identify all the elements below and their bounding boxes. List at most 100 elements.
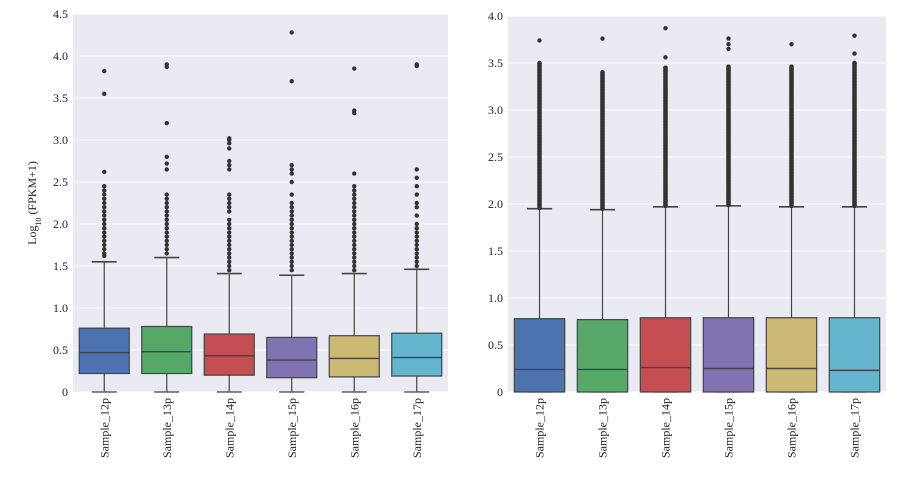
outlier-point [289,213,294,218]
x-tick-label: Sample_14p [659,398,673,458]
outlier-point [227,158,232,164]
outlier-point [537,82,542,88]
outlier-point [227,242,232,248]
outlier-point [164,192,169,197]
outlier-point [789,112,794,118]
outlier-point [537,142,542,148]
outlier-point [102,205,107,210]
outlier-point [352,108,357,113]
outlier-point [414,175,419,180]
outlier-point [289,205,294,210]
outlier-point [852,98,857,103]
y-tick-label: 3.5 [53,91,68,105]
outlier-point [789,182,794,187]
outlier-point [789,97,794,103]
box-Sample_16p [765,42,818,393]
y-tick-label: 1.5 [488,244,503,258]
outlier-point [852,194,857,199]
outlier-point [852,153,857,159]
outlier-point [789,88,794,94]
outlier-point [102,234,107,239]
x-tick-label: Sample_15p [722,398,736,458]
outlier-point [164,226,169,231]
x-tick-label: Sample_12p [533,398,547,458]
outlier-point [289,217,294,222]
outlier-point [789,203,794,209]
outlier-point [852,67,857,72]
outlier-point [289,268,294,273]
outlier-point [537,189,542,195]
outlier-point [789,42,794,47]
outlier-point [227,259,232,264]
outlier-point [537,108,542,113]
outlier-point [852,60,857,66]
outlier-point [289,247,294,252]
outlier-point [852,101,857,106]
outlier-point [852,188,857,193]
outlier-point [537,196,542,201]
outlier-point [352,209,357,214]
outlier-point [852,73,857,78]
outlier-point [537,101,542,107]
y-tick-label: 2.0 [53,217,68,231]
outlier-point [852,94,857,100]
outlier-point [537,205,542,210]
outlier-point [289,230,294,235]
outlier-point [227,205,232,210]
outlier-point [414,259,419,264]
outlier-point [537,152,542,157]
outlier-point [663,65,668,70]
iqr-box [765,317,818,393]
y-tick-label: 1.0 [488,291,503,305]
outlier-point [227,226,232,231]
outlier-point [227,192,232,197]
outlier-point [852,113,857,119]
outlier-point [537,139,542,144]
outlier-point [352,221,357,227]
outlier-point [164,238,169,243]
outlier-point [414,62,419,67]
outlier-point [852,197,857,202]
outlier-point [600,36,605,41]
outlier-point [852,116,857,122]
box-Sample_14p [203,136,255,393]
iqr-box [639,317,692,393]
outlier-point [537,167,542,173]
outlier-point [789,79,794,85]
outlier-point [227,221,232,227]
outlier-point [289,251,294,256]
iqr-box [828,317,881,393]
outlier-point [852,76,857,81]
outlier-point [852,82,857,87]
outlier-point [414,247,419,252]
outlier-point [537,60,542,66]
outlier-point [414,205,419,210]
outlier-point [789,194,794,200]
outlier-point [537,202,542,207]
outlier-point [352,263,357,269]
y-tick-label: 4.0 [488,9,503,23]
outlier-point [789,146,794,151]
outlier-point [227,251,232,256]
outlier-point [227,167,232,172]
outlier-point [789,158,794,163]
outlier-point [789,100,794,106]
box-Sample_13p [576,36,629,393]
outlier-point [164,62,169,67]
plot-background [73,14,448,392]
outlier-point [789,76,794,82]
outlier-point [852,157,857,162]
outlier-point [537,136,542,141]
outlier-point [289,234,294,239]
outlier-point [852,185,857,190]
outlier-point [289,226,294,231]
outlier-point [789,94,794,100]
outlier-point [537,161,542,166]
outlier-point [352,66,357,71]
outlier-point [852,147,857,153]
outlier-point [852,126,857,131]
outlier-point [289,30,294,35]
outlier-point [102,209,107,214]
outlier-point [352,268,357,273]
outlier-point [414,184,419,189]
